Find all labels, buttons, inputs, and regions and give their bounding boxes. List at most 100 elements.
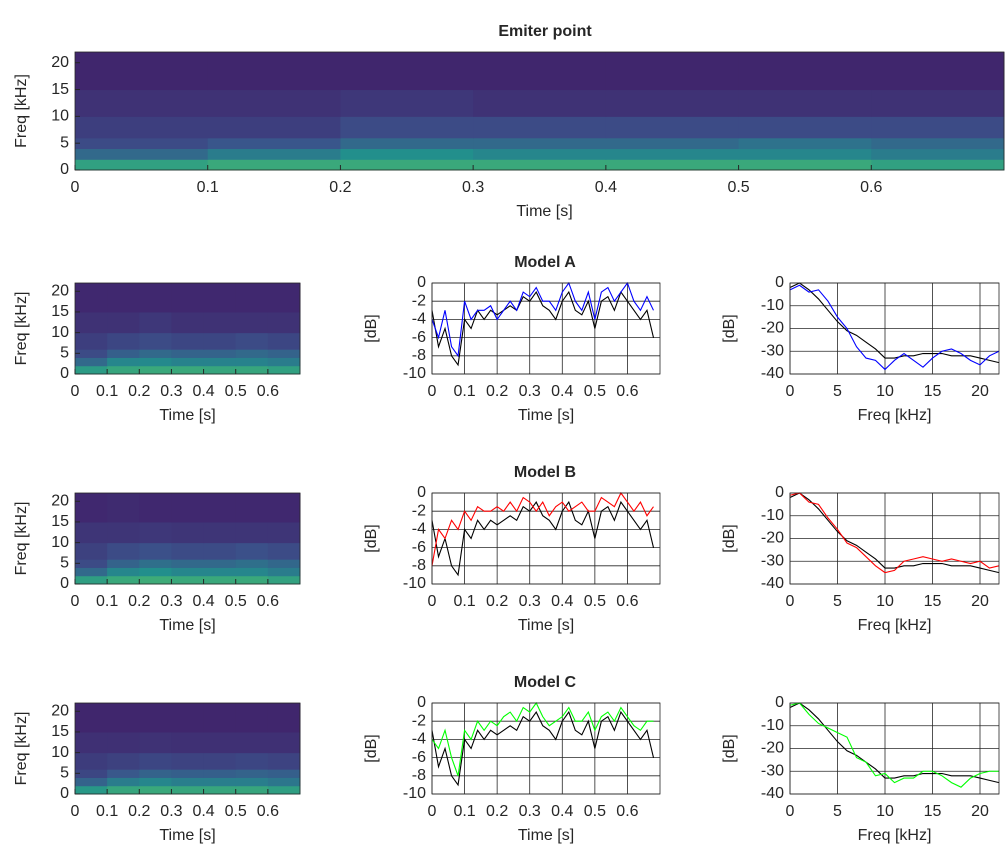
y-tick-label: 20 (51, 282, 69, 299)
heatmap-cell (203, 521, 237, 544)
heatmap-cell (267, 703, 301, 733)
heatmap-cell (107, 731, 140, 754)
heatmap-cell (107, 365, 140, 375)
heatmap-cell (605, 89, 740, 117)
y-axis-label: [dB] (363, 314, 380, 342)
x-tick-label: 15 (924, 593, 942, 610)
heatmap-cell (139, 365, 172, 375)
x-tick-label: 0.6 (257, 803, 279, 820)
heatmap-cell (75, 52, 209, 91)
heatmap-cell (171, 777, 205, 787)
heatmap-cell (107, 769, 140, 778)
x-tick-label: 0.2 (128, 803, 150, 820)
heatmap-cell (75, 148, 209, 160)
heatmap-cell (267, 283, 301, 313)
y-tick-label: -10 (761, 297, 784, 314)
x-tick-label: 0.3 (462, 179, 484, 196)
heatmap-cell (235, 575, 269, 585)
x-tick-label: 0.1 (96, 803, 118, 820)
x-axis-label: Freq [kHz] (858, 407, 932, 424)
heatmap-cell (171, 349, 205, 358)
heatmap-cell (171, 559, 205, 568)
heatmap-cell (207, 137, 341, 150)
heatmap-cell (235, 731, 269, 754)
y-axis-label: [dB] (363, 734, 380, 762)
x-tick-label: 0.1 (453, 383, 475, 400)
heatmap-cell (171, 521, 205, 544)
x-tick-label: 0.4 (192, 803, 214, 820)
x-tick-label: 0 (71, 179, 80, 196)
y-tick-label: 0 (417, 274, 426, 291)
x-tick-label: 0.1 (453, 593, 475, 610)
y-tick-label: -30 (761, 342, 784, 359)
axes-box (74, 702, 301, 795)
heatmap-cell (139, 703, 172, 733)
heatmap-cell (235, 349, 269, 358)
heatmap-cell (203, 542, 237, 560)
heatmap-cell (107, 777, 140, 787)
heatmap-cell (107, 575, 140, 585)
x-tick-label: 0.5 (584, 803, 606, 820)
heatmap-cell (738, 137, 872, 150)
heatmap-cell (75, 159, 209, 171)
heatmap-cell (139, 283, 172, 313)
x-tick-label: 0.4 (192, 383, 214, 400)
y-tick-label: 10 (51, 108, 69, 125)
heatmap-cell (107, 703, 140, 733)
heatmap-cell (267, 542, 301, 560)
x-tick-label: 0 (71, 593, 80, 610)
x-tick-label: 0.3 (519, 383, 541, 400)
heatmap-cell (107, 311, 140, 334)
x-tick-label: 0.1 (453, 803, 475, 820)
x-tick-label: 0.4 (551, 803, 573, 820)
y-axis-label: Freq [kHz] (13, 502, 30, 576)
heatmap-cell (340, 52, 474, 91)
x-tick-label: 0 (71, 383, 80, 400)
heatmap-cell (107, 542, 140, 560)
x-axis-label: Time [s] (518, 407, 574, 424)
y-tick-label: -6 (412, 539, 426, 556)
heatmap-cell (75, 559, 108, 568)
heatmap-cell (75, 349, 108, 358)
heatmap-cell (139, 521, 172, 544)
heatmap-cell (75, 731, 108, 754)
heatmap-cell (267, 567, 301, 577)
y-tick-label: -10 (761, 717, 784, 734)
heatmap-cell (340, 116, 474, 139)
heatmap-cell (75, 752, 108, 770)
x-tick-label: 0.2 (486, 383, 508, 400)
x-tick-label: 0.1 (197, 179, 219, 196)
y-tick-label: -6 (412, 749, 426, 766)
heatmap-cell (235, 493, 269, 523)
y-tick-label: -8 (412, 767, 426, 784)
heatmap-cell (267, 365, 301, 375)
y-axis-label: [dB] (721, 734, 738, 762)
x-tick-label: 0.2 (128, 593, 150, 610)
heatmap-cell (203, 365, 237, 375)
heatmap-cell (267, 785, 301, 795)
heatmap-cell (267, 752, 301, 770)
x-tick-label: 0.6 (860, 179, 882, 196)
x-tick-label: 0 (71, 803, 80, 820)
x-tick-label: 0.3 (160, 383, 182, 400)
x-tick-label: 0 (428, 593, 437, 610)
heatmap-cell (871, 52, 1005, 91)
heatmap-cell (267, 777, 301, 787)
heatmap-cell (75, 365, 108, 375)
y-tick-label: -4 (412, 521, 426, 538)
x-tick-label: 0.5 (225, 593, 247, 610)
heatmap-cell (171, 357, 205, 367)
heatmap-cell (171, 752, 205, 770)
x-tick-label: 20 (971, 593, 989, 610)
heatmap-cell (203, 567, 237, 577)
y-tick-label: 5 (60, 345, 69, 362)
heatmap-cell (75, 332, 108, 350)
heatmap-cell (139, 575, 172, 585)
heatmap-cell (107, 349, 140, 358)
axes-box (789, 492, 1000, 585)
heatmap-cell (605, 137, 740, 150)
heatmap-cell (107, 283, 140, 313)
x-tick-label: 0.4 (192, 593, 214, 610)
